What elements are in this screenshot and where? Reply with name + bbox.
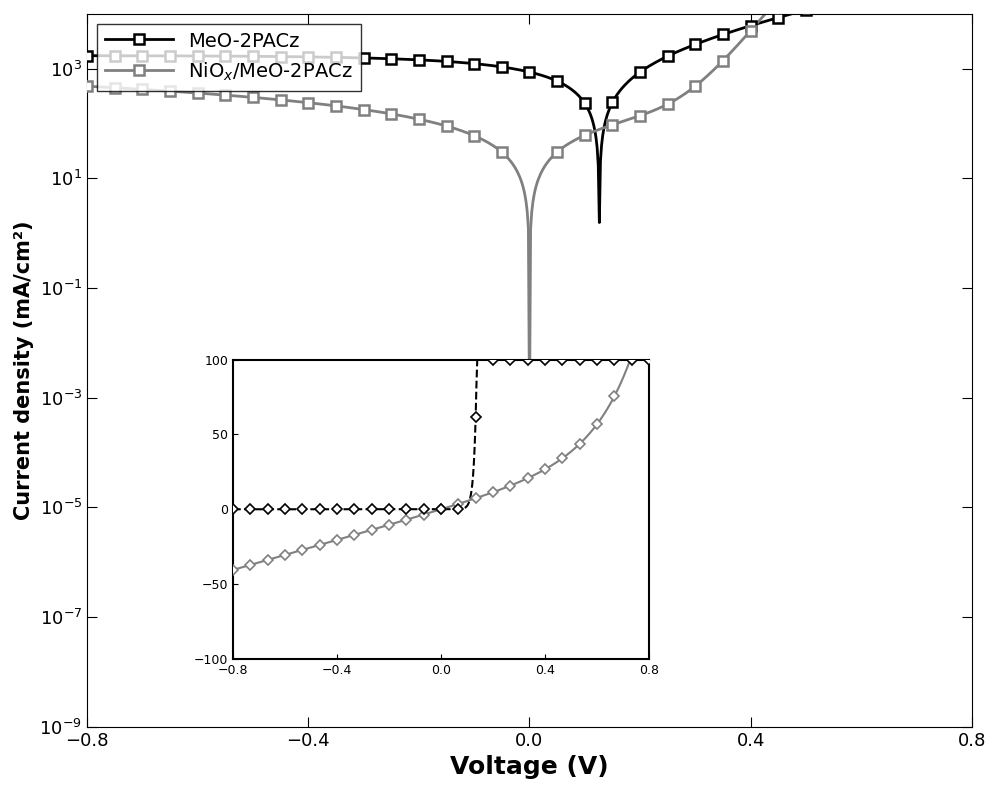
- Y-axis label: Current density (mA/cm²): Current density (mA/cm²): [14, 220, 34, 520]
- Legend: MeO-2PACz, NiO$_x$/MeO-2PACz: MeO-2PACz, NiO$_x$/MeO-2PACz: [97, 24, 361, 90]
- X-axis label: Voltage (V): Voltage (V): [450, 755, 609, 779]
